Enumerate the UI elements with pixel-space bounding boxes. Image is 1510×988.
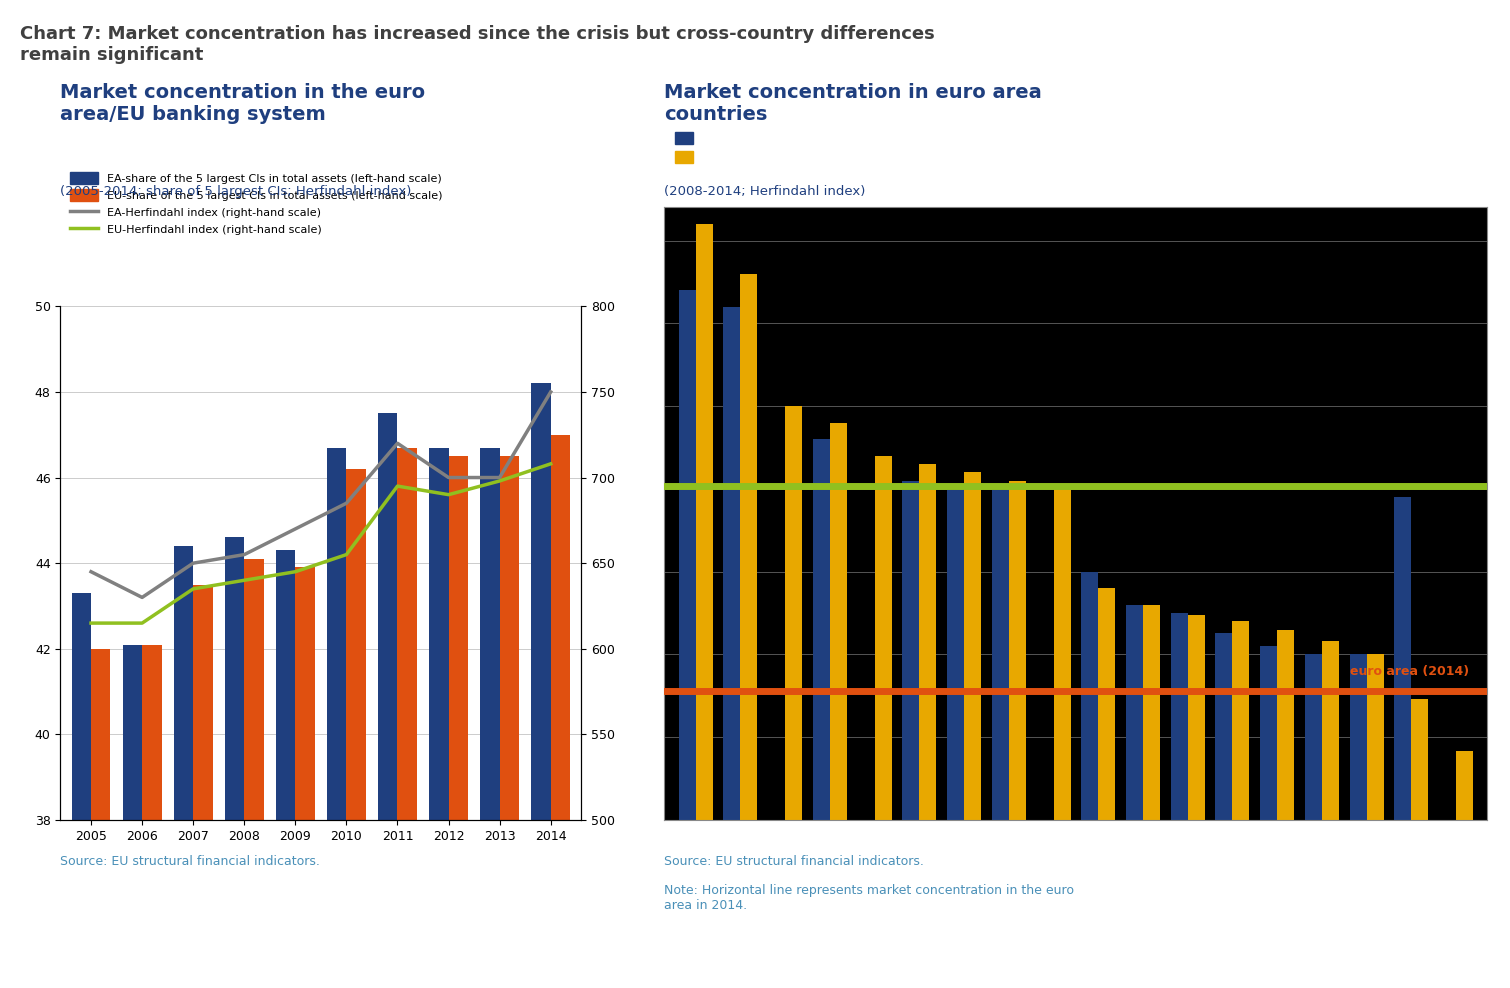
Bar bbox=[1216, 633, 1232, 988]
Bar bbox=[500, 456, 519, 988]
Bar bbox=[785, 406, 802, 988]
Bar bbox=[740, 274, 758, 988]
Bar bbox=[174, 546, 193, 988]
Text: Market concentration in euro area
countries: Market concentration in euro area countr… bbox=[664, 83, 1042, 124]
Text: Market concentration in the euro
area/EU banking system: Market concentration in the euro area/EU… bbox=[60, 83, 426, 124]
Bar bbox=[276, 550, 296, 988]
Legend: 2008, 2014: 2008, 2014 bbox=[670, 127, 737, 169]
Bar bbox=[71, 593, 91, 988]
Text: Chart 7: Market concentration has increased since the crisis but cross-country d: Chart 7: Market concentration has increa… bbox=[20, 25, 935, 63]
Bar bbox=[429, 448, 448, 988]
Bar bbox=[448, 456, 468, 988]
Legend: EA-share of the 5 largest CIs in total assets (left-hand scale), EU-share of the: EA-share of the 5 largest CIs in total a… bbox=[66, 168, 447, 239]
Bar bbox=[1456, 751, 1474, 988]
Bar bbox=[328, 448, 346, 988]
Bar bbox=[992, 489, 1009, 988]
Bar bbox=[963, 472, 982, 988]
Bar bbox=[1394, 497, 1412, 988]
Bar bbox=[225, 537, 245, 988]
Bar bbox=[296, 567, 314, 988]
Bar bbox=[122, 644, 142, 988]
Bar bbox=[812, 440, 830, 988]
Bar bbox=[723, 307, 740, 988]
Bar bbox=[245, 559, 264, 988]
Bar bbox=[142, 644, 162, 988]
Bar bbox=[1261, 646, 1277, 988]
Bar bbox=[1188, 615, 1205, 988]
Bar bbox=[1098, 588, 1116, 988]
Bar bbox=[947, 489, 963, 988]
Bar bbox=[1412, 700, 1428, 988]
Bar bbox=[831, 423, 847, 988]
Text: (2005-2014; share of 5 largest CIs; Herfindahl index): (2005-2014; share of 5 largest CIs; Herf… bbox=[60, 185, 412, 198]
Text: euro area (2014): euro area (2014) bbox=[1350, 665, 1469, 678]
Bar bbox=[193, 585, 213, 988]
Bar bbox=[378, 413, 397, 988]
Text: Note: Horizontal line represents market concentration in the euro
area in 2014.: Note: Horizontal line represents market … bbox=[664, 884, 1075, 912]
Text: Source: EU structural financial indicators.: Source: EU structural financial indicato… bbox=[664, 855, 924, 867]
Bar bbox=[920, 464, 936, 988]
Bar bbox=[1126, 605, 1143, 988]
Bar bbox=[1232, 621, 1249, 988]
Text: (2008-2014; Herfindahl index): (2008-2014; Herfindahl index) bbox=[664, 185, 865, 198]
Bar bbox=[551, 435, 571, 988]
Bar bbox=[480, 448, 500, 988]
Bar bbox=[1081, 572, 1098, 988]
Bar bbox=[874, 455, 891, 988]
Bar bbox=[1367, 654, 1383, 988]
Bar bbox=[1321, 641, 1339, 988]
Bar bbox=[1305, 654, 1321, 988]
Bar bbox=[91, 649, 110, 988]
Bar bbox=[1009, 480, 1025, 988]
Bar bbox=[1170, 614, 1188, 988]
Bar bbox=[1350, 654, 1367, 988]
Text: Source: EU structural financial indicators.: Source: EU structural financial indicato… bbox=[60, 855, 320, 867]
Bar bbox=[1143, 605, 1160, 988]
Bar bbox=[696, 224, 713, 988]
Bar bbox=[678, 290, 696, 988]
Bar bbox=[532, 383, 551, 988]
Bar bbox=[903, 480, 920, 988]
Bar bbox=[1054, 489, 1071, 988]
Bar bbox=[397, 448, 417, 988]
Bar bbox=[346, 469, 365, 988]
Bar bbox=[1277, 629, 1294, 988]
